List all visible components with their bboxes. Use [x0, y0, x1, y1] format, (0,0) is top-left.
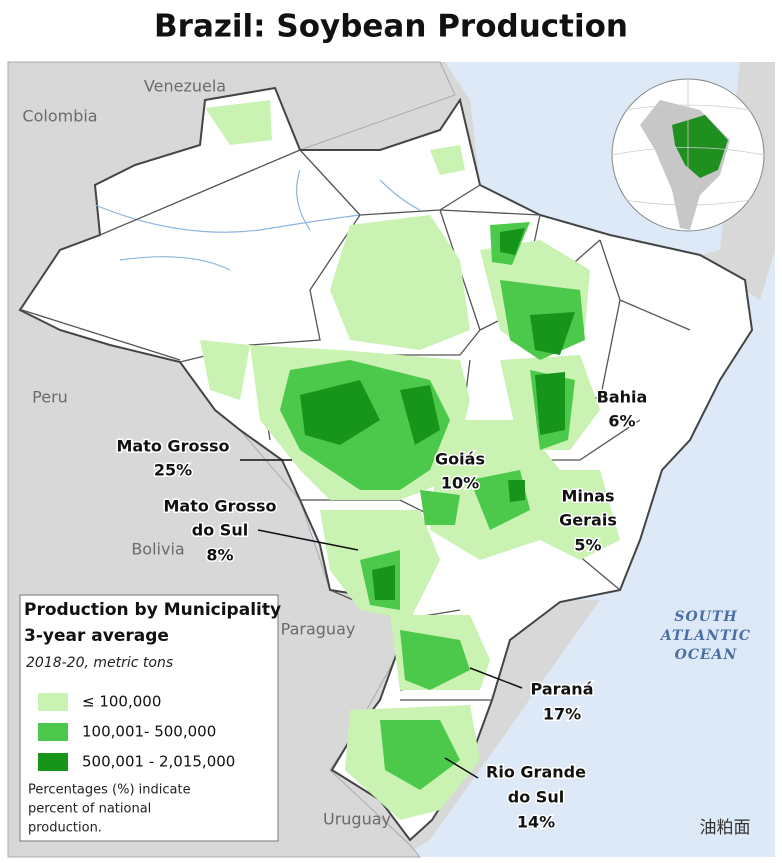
production-area [200, 340, 250, 400]
country-label: Venezuela [144, 77, 226, 96]
state-share: 14% [517, 813, 555, 832]
legend-note: production. [28, 821, 102, 836]
legend-swatch [38, 723, 68, 741]
legend-swatch [38, 753, 68, 771]
production-patches [200, 100, 620, 820]
state-share: 17% [543, 705, 581, 724]
state-share: 10% [441, 474, 479, 493]
production-area [400, 630, 470, 690]
inset-globe [611, 78, 765, 232]
state-share: 6% [608, 412, 635, 431]
state-name: Goiás [435, 450, 485, 469]
production-area [205, 100, 272, 145]
legend-swatch [38, 693, 68, 711]
title: Brazil: Soybean Production [154, 9, 628, 45]
ocean-label: ATLANTIC [659, 628, 751, 644]
leader-line [257, 529, 359, 551]
country-label: Bolivia [131, 540, 184, 559]
state-name: Mato Grosso [117, 437, 230, 456]
legend-note: Percentages (%) indicate [28, 783, 191, 798]
watermark: 油粕面 [700, 818, 751, 838]
production-area [535, 372, 565, 435]
state-name: Minas [561, 487, 614, 506]
production-area [430, 145, 465, 175]
state-share: 25% [154, 461, 192, 480]
country-label: Colombia [22, 107, 97, 126]
legend-note: percent of national [28, 802, 151, 817]
production-area [400, 385, 440, 445]
state-name: Bahia [597, 388, 648, 407]
leader-line [444, 757, 479, 779]
state-name: Rio Grande [486, 763, 586, 782]
state-share: 8% [206, 546, 233, 565]
state-name: Paraná [531, 680, 594, 699]
state-name: Mato Grosso [164, 497, 277, 516]
legend-label: 500,001 - 2,015,000 [82, 753, 235, 771]
production-area [530, 312, 575, 355]
ocean-label: SOUTH [674, 609, 737, 625]
leader-line [469, 667, 523, 689]
production-area [508, 480, 525, 502]
river [119, 169, 421, 271]
legend-box [19, 594, 279, 842]
legend-label: 100,001- 500,000 [82, 723, 216, 741]
country-label: Paraguay [281, 620, 356, 639]
country-label: Uruguay [323, 810, 391, 829]
production-area [520, 470, 620, 560]
production-area [372, 565, 395, 600]
country-label: Peru [32, 388, 68, 407]
legend-label: ≤ 100,000 [82, 693, 161, 711]
production-area [380, 720, 460, 790]
legend: Production by Municipality 3-year averag… [19, 594, 281, 842]
state-name: do Sul [192, 521, 248, 540]
legend-title: Production by Municipality [24, 600, 281, 620]
production-area [500, 228, 525, 255]
legend-title: 3-year average [24, 626, 169, 646]
river [94, 204, 361, 233]
production-area [330, 215, 470, 350]
state-name: do Sul [508, 788, 564, 807]
legend-subtitle: 2018-20, metric tons [26, 655, 173, 671]
production-area [420, 490, 460, 525]
ocean-label: OCEAN [675, 647, 738, 663]
state-name: Gerais [559, 511, 617, 530]
production-area [300, 380, 380, 445]
state-share: 5% [574, 536, 601, 555]
